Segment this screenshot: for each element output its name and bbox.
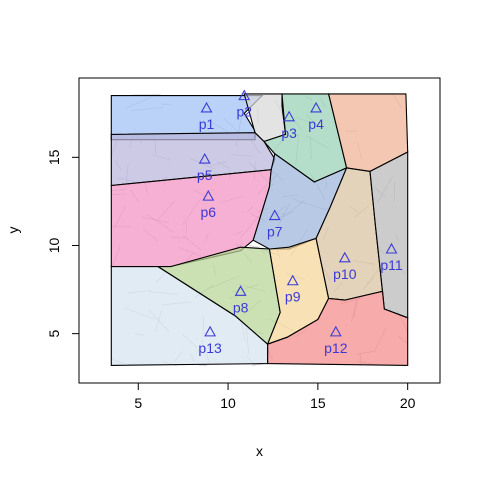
point-marker-p6: [202, 189, 215, 201]
point-marker-p13: [204, 325, 217, 337]
point-marker-p5: [198, 152, 211, 164]
x-tick-label: 5: [134, 395, 142, 411]
point-label-p2: p2: [236, 104, 252, 120]
region-p13: [110, 266, 269, 366]
point-label-p11: p11: [380, 257, 403, 273]
point-label-p5: p5: [197, 167, 213, 183]
point-label-p1: p1: [199, 116, 215, 132]
point-marker-p8: [234, 285, 247, 296]
point-marker-p2: [238, 89, 251, 101]
point-marker-p4: [310, 101, 323, 113]
x-tick-label: 15: [310, 395, 326, 411]
point-marker-p12: [329, 325, 342, 337]
x-axis: 5 10 15 20: [134, 382, 416, 411]
y-tick-label: 5: [46, 330, 62, 338]
point-marker-p3: [283, 110, 296, 122]
point-label-p9: p9: [285, 289, 301, 305]
point-label-p4: p4: [308, 116, 324, 132]
point-label-p10: p10: [333, 266, 357, 282]
point-marker-p11: [385, 242, 398, 254]
point-markers: p1 p2 p3 p4 p5 p6 p7 p8 p9 p10 p11 p12 p13: [197, 89, 403, 356]
y-axis-label: y: [5, 227, 21, 234]
point-label-p12: p12: [324, 340, 348, 356]
x-tick-label: 10: [220, 395, 236, 411]
point-label-p3: p3: [281, 125, 297, 141]
point-label-p13: p13: [198, 340, 222, 356]
point-label-p6: p6: [201, 204, 217, 220]
x-axis-label: x: [256, 443, 263, 459]
point-marker-p1: [200, 101, 213, 113]
y-tick-label: 10: [46, 237, 62, 253]
y-axis: 5 10 15: [46, 149, 80, 338]
x-tick-label: 20: [400, 395, 416, 411]
point-marker-p9: [286, 274, 299, 286]
y-tick-label: 15: [46, 149, 62, 165]
voronoi-regions: [110, 93, 409, 366]
point-marker-p7: [268, 209, 281, 221]
point-label-p7: p7: [267, 224, 283, 240]
region-p12: [267, 290, 409, 366]
point-marker-p10: [338, 251, 351, 263]
point-label-p8: p8: [233, 299, 249, 315]
